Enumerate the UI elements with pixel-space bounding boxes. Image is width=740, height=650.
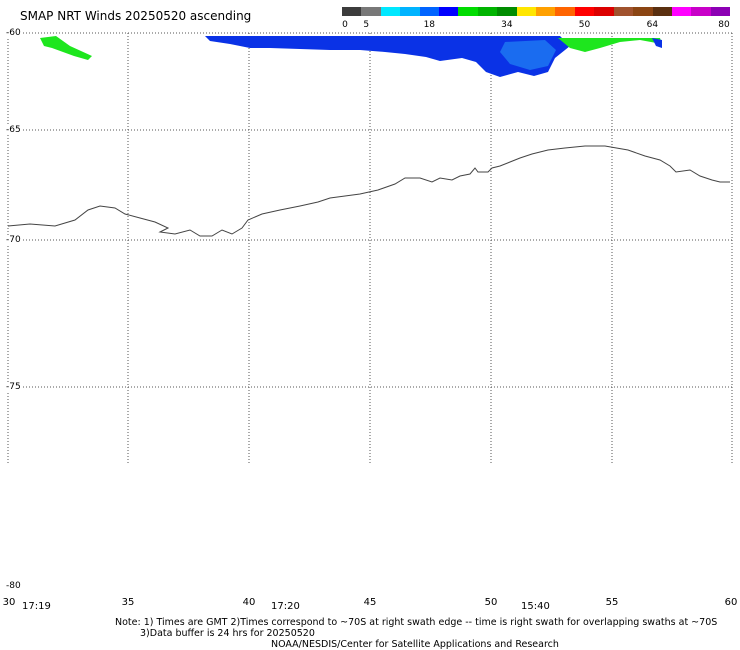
colorbar-label-0: 0 [342, 20, 348, 30]
wind-swath-strong-right [558, 38, 662, 52]
colorbar-segment [380, 7, 401, 16]
colorbar-label-80: 80 [718, 20, 730, 30]
lat-label-70: -70 [6, 235, 21, 245]
colorbar-segment [652, 7, 672, 16]
wind-swath-low [205, 36, 570, 77]
wind-swath-mid [500, 40, 556, 70]
note-line-3: NOAA/NESDIS/Center for Satellite Applica… [271, 639, 559, 650]
lon-label-35: 35 [121, 597, 135, 608]
swath-time-2: 17:20 [271, 601, 300, 612]
colorbar-segment [419, 7, 440, 16]
colorbar-label-64: 64 [646, 20, 659, 30]
lat-label-80: -80 [6, 581, 21, 591]
colorbar-segment [361, 7, 381, 16]
colorbar-segment [516, 7, 537, 16]
swath-time-1: 17:19 [22, 601, 51, 612]
colorbar-label-18: 18 [423, 20, 436, 30]
wind-swath-edge-right [652, 38, 662, 48]
colorbar-segment [710, 7, 731, 16]
plot-frame [7, 32, 733, 465]
wind-speed-colorbar [342, 7, 731, 16]
lon-label-40: 40 [242, 597, 256, 608]
lon-label-30: 30 [2, 597, 16, 608]
colorbar-segment [594, 7, 614, 16]
colorbar-segment [633, 7, 653, 16]
colorbar-segment [671, 7, 692, 16]
colorbar-segment [555, 7, 575, 16]
lat-label-60: -60 [6, 28, 21, 38]
colorbar-segment [342, 7, 362, 16]
colorbar-label-5: 5 [363, 20, 370, 30]
lat-label-75: -75 [6, 382, 21, 392]
colorbar-segment [497, 7, 517, 16]
note-line-1: Note: 1) Times are GMT 2)Times correspon… [115, 617, 718, 628]
lon-label-50: 50 [484, 597, 498, 608]
colorbar-segment [691, 7, 711, 16]
colorbar-segment [536, 7, 556, 16]
lon-label-60: 60 [724, 597, 738, 608]
swath-time-3: 15:40 [521, 601, 550, 612]
colorbar-segment [458, 7, 478, 16]
note-line-2: 3)Data buffer is 24 hrs for 20250520 [140, 628, 315, 639]
colorbar-label-50: 50 [578, 20, 591, 30]
colorbar-segment [477, 7, 498, 16]
lon-label-45: 45 [363, 597, 377, 608]
map-title: SMAP NRT Winds 20250520 ascending [20, 9, 252, 23]
lon-label-55: 55 [605, 597, 619, 608]
colorbar-segment [613, 7, 634, 16]
colorbar-label-34: 34 [501, 20, 513, 30]
colorbar-segment [400, 7, 420, 16]
coastline [7, 145, 730, 237]
lat-label-65: -65 [6, 125, 21, 135]
wind-swath-strong-left [40, 36, 92, 60]
colorbar-segment [439, 7, 459, 16]
colorbar-segment [574, 7, 595, 16]
